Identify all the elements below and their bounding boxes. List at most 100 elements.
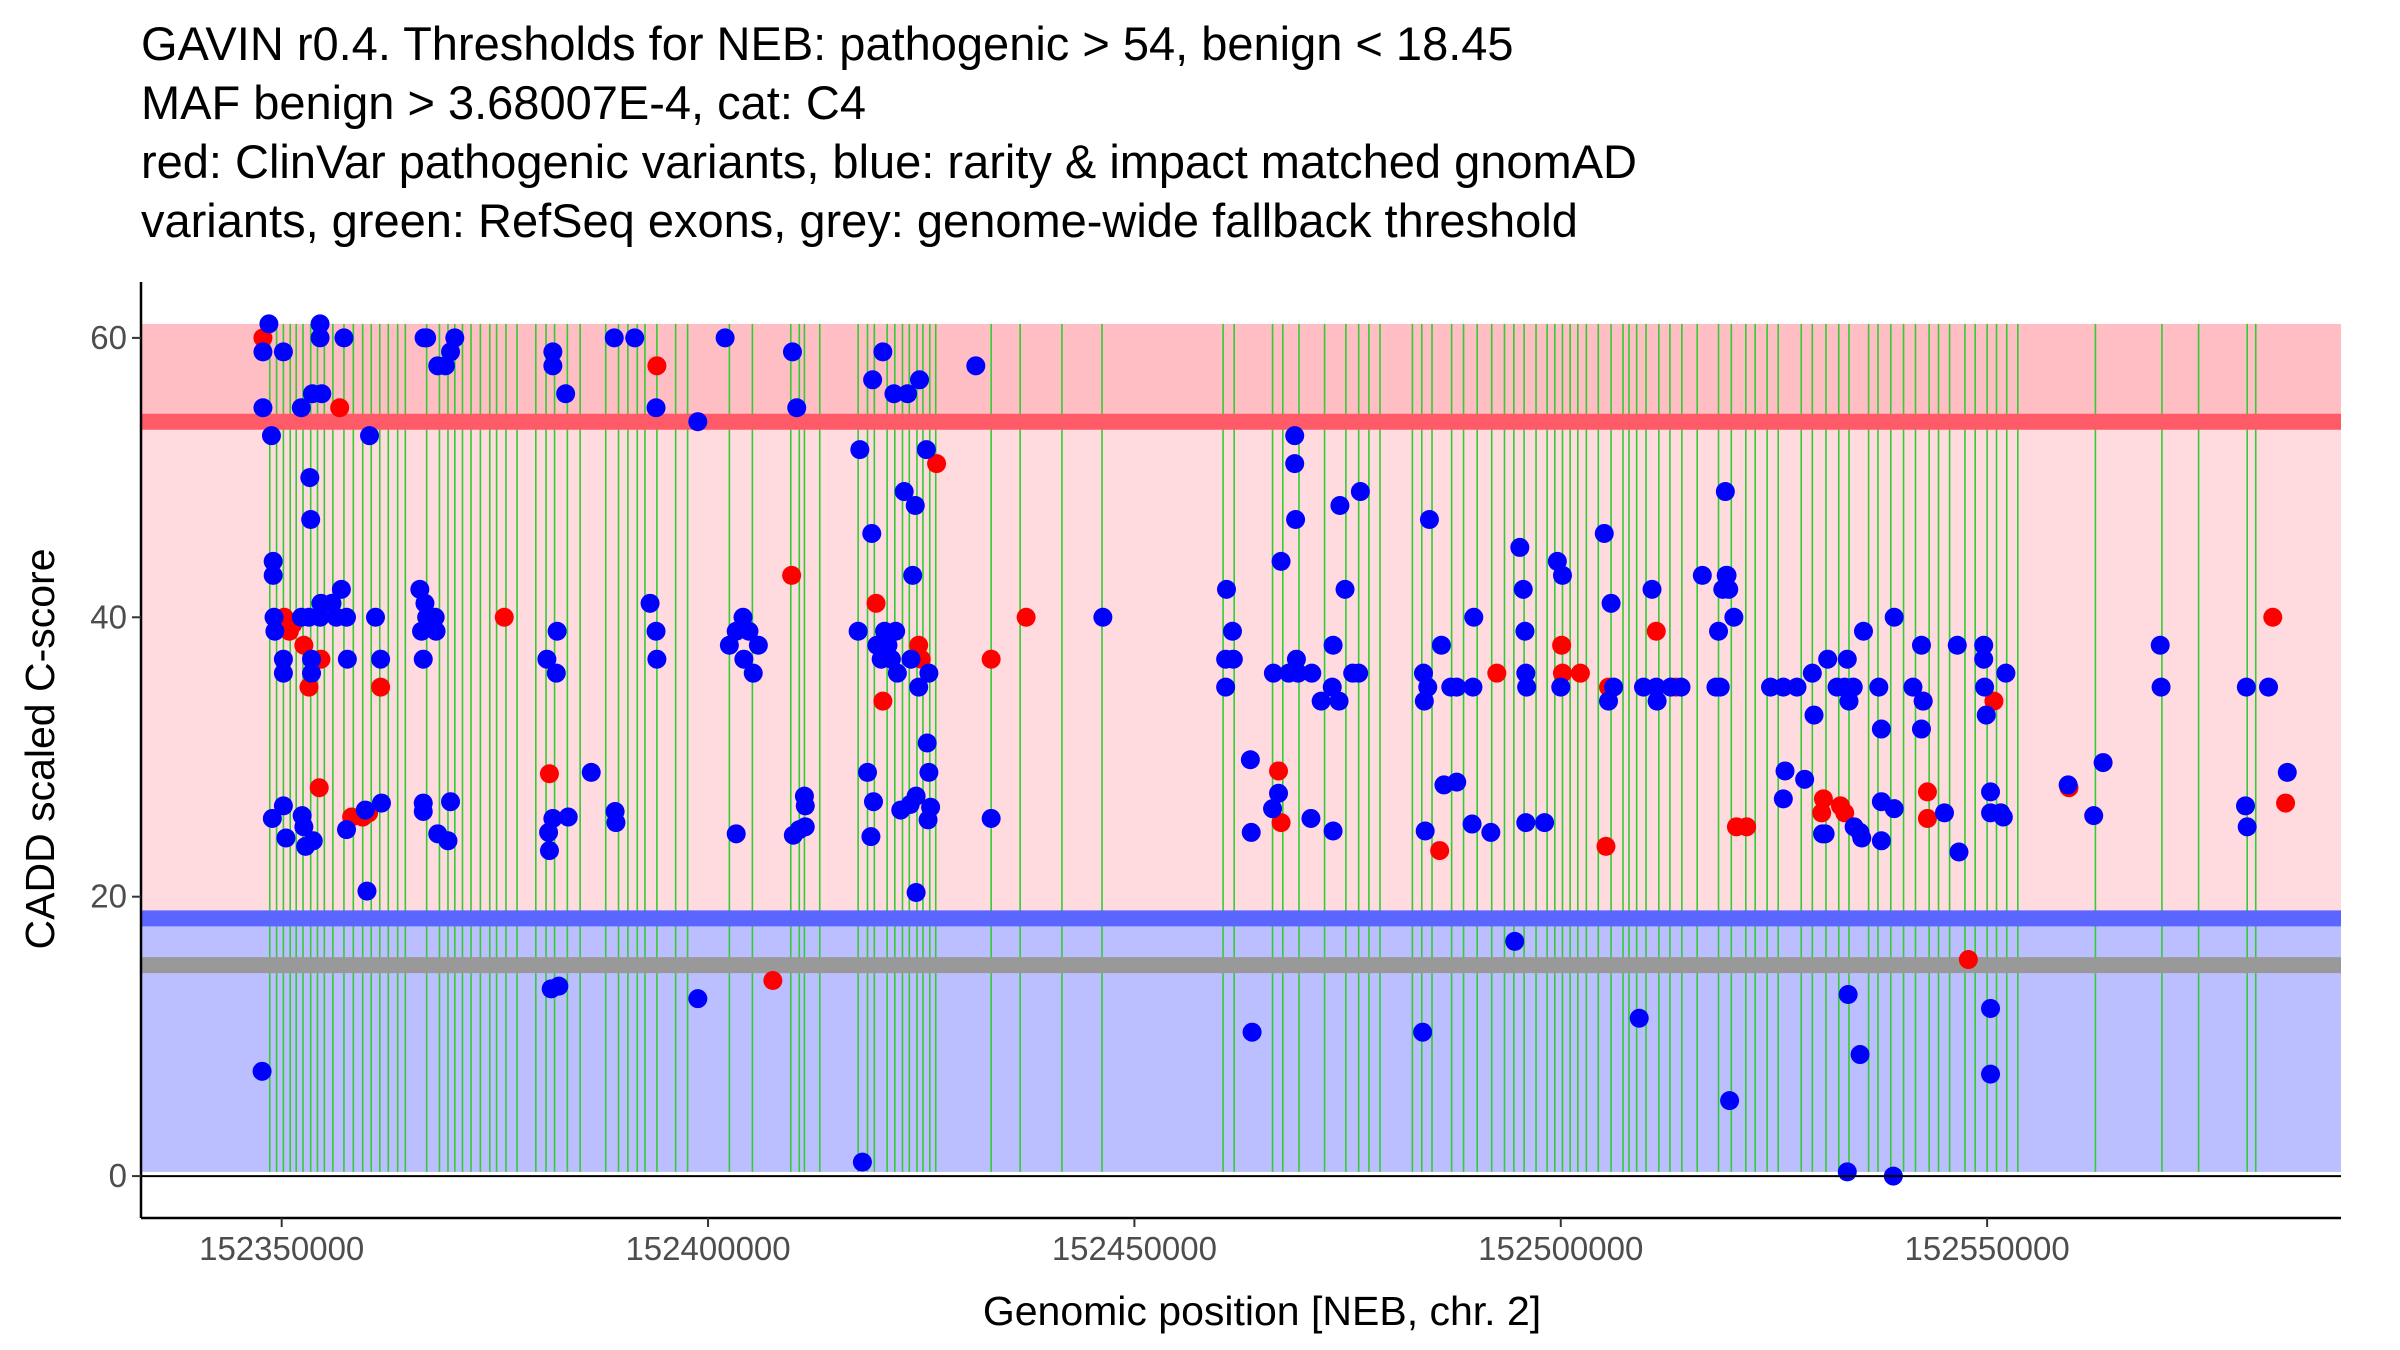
gnomad-point [734, 649, 754, 669]
gnomad-point [1349, 663, 1369, 683]
gnomad-point [441, 792, 461, 812]
gnomad-point [1093, 607, 1113, 627]
gnomad-point [1913, 691, 1933, 711]
clinvar-point [1430, 841, 1450, 861]
gnomad-point [252, 1061, 272, 1081]
gnomad-point [898, 384, 918, 404]
clinvar-point [2276, 793, 2296, 813]
clinvar-point [330, 398, 350, 418]
gnomad-point [310, 607, 330, 627]
gnomad-point [625, 328, 645, 348]
gnomad-point [331, 579, 351, 599]
gnomad-point [905, 496, 925, 516]
gnomad-point [1329, 691, 1349, 711]
clinvar-point [1271, 813, 1291, 833]
gnomad-point [1335, 579, 1355, 599]
gnomad-point [337, 649, 357, 669]
clinvar-point [1984, 691, 2004, 711]
gnomad-point [1462, 814, 1482, 834]
title-line-4: variants, green: RefSeq exons, grey: gen… [141, 194, 1578, 247]
gnomad-point [1775, 761, 1795, 781]
gnomad-point [884, 384, 904, 404]
gnomad-point [1285, 454, 1305, 474]
gnomad-point [1240, 750, 1260, 770]
gnomad-point [300, 468, 320, 488]
clinvar-point [866, 593, 886, 613]
x-tick-label: 152450000 [1052, 1230, 1217, 1267]
gnomad-point [1981, 1064, 2001, 1084]
gnomad-point [1884, 799, 1904, 819]
gnomad-point [1724, 607, 1744, 627]
gnomad-point [264, 607, 284, 627]
gnomad-point [2084, 806, 2104, 826]
gnomad-point [413, 649, 433, 669]
gnomad-point [1802, 663, 1822, 683]
gnomad-point [581, 762, 601, 782]
clinvar-point [981, 649, 1001, 669]
title-line-1: GAVIN r0.4. Thresholds for NEB: pathogen… [141, 17, 1514, 70]
x-tick-label: 152400000 [625, 1230, 790, 1267]
y-tick-label: 0 [109, 1157, 127, 1194]
gnomad-point [2237, 817, 2257, 837]
gnomad-point [1350, 482, 1370, 502]
title-line-2: MAF benign > 3.68007E-4, cat: C4 [141, 76, 867, 129]
gnomad-point [921, 797, 941, 817]
gnomad-point [263, 551, 283, 571]
gnomad-point [415, 593, 435, 613]
gnomad-point [886, 621, 906, 641]
gnomad-point [1996, 663, 2016, 683]
gnomad-point [445, 328, 465, 348]
gnomad-point [303, 831, 323, 851]
band-vus [141, 421, 2341, 919]
gnomad-point [1513, 579, 1533, 599]
gnomad-point [337, 607, 357, 627]
x-tick-label: 152500000 [1478, 1230, 1643, 1267]
gnomad-point [262, 808, 282, 828]
gnomad-point [901, 649, 921, 669]
gnomad-point [1692, 565, 1712, 585]
gnomad-point [2235, 796, 2255, 816]
gnomad-point [646, 621, 666, 641]
gnomad-point [858, 762, 878, 782]
gnomad-point [425, 607, 445, 627]
gnomad-point [357, 881, 377, 901]
gnomad-point [1516, 663, 1536, 683]
gnomad-point [646, 398, 666, 418]
gnomad-point [2277, 762, 2297, 782]
gnomad-point [2093, 753, 2113, 773]
gnomad-point [1974, 635, 1994, 655]
gnomad-point [1413, 1022, 1433, 1042]
gnomad-point [2150, 635, 2170, 655]
gnomad-point [1242, 1022, 1262, 1042]
clinvar-point [539, 764, 559, 784]
gnomad-point [1464, 607, 1484, 627]
gnomad-point [906, 786, 926, 806]
gnomad-point [1286, 509, 1306, 529]
gnomad-point [1911, 719, 1931, 739]
gnomad-point [1323, 821, 1343, 841]
gnomad-point [1241, 822, 1261, 842]
clinvar-point [1596, 836, 1616, 856]
gnomad-point [1974, 649, 1994, 669]
gnomad-point [748, 635, 768, 655]
clinvar-point [2263, 607, 2283, 627]
gnomad-point [1773, 789, 1793, 809]
gnomad-point [371, 649, 391, 669]
gnomad-point [1949, 842, 1969, 862]
gnomad-point [1516, 813, 1536, 833]
gnomad-point [1535, 813, 1555, 833]
gnomad-point [273, 796, 293, 816]
gnomad-point [688, 989, 708, 1009]
gnomad-point [910, 370, 930, 390]
gnomad-point [1647, 691, 1667, 711]
gnomad-point [558, 807, 578, 827]
gnomad-point [917, 733, 937, 753]
gnomad-point [276, 828, 296, 848]
clinvar-point [1958, 950, 1978, 970]
gnomad-point [726, 824, 746, 844]
gnomad-point [291, 398, 311, 418]
gnomad-point [1787, 677, 1807, 697]
y-axis-title: CADD scaled C-score [17, 549, 63, 950]
gnomad-point [1981, 998, 2001, 1018]
